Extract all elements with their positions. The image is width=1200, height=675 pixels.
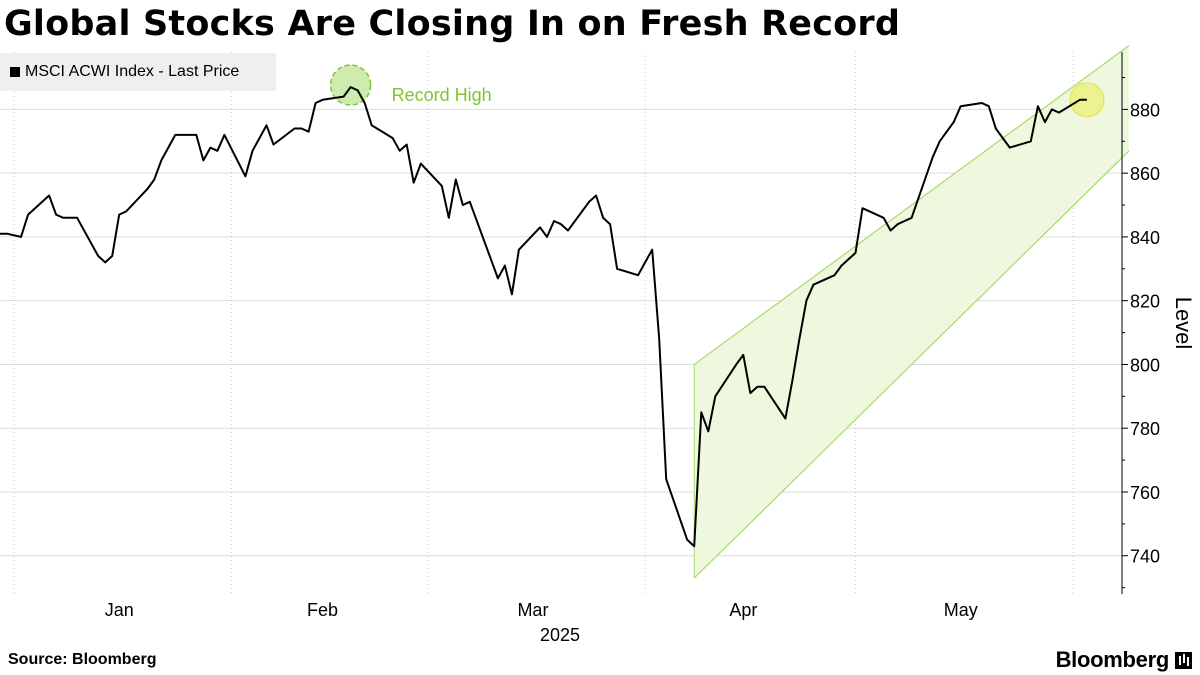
record-high-label: Record High	[392, 85, 492, 105]
legend-label: MSCI ACWI Index - Last Price	[25, 63, 240, 80]
y-tick-label: 880	[1130, 100, 1160, 120]
y-tick-label: 780	[1130, 419, 1160, 439]
price-line	[0, 86, 1087, 548]
brand-name: Bloomberg	[1055, 647, 1170, 672]
y-tick-label: 860	[1130, 164, 1160, 184]
y-tick-label: 800	[1130, 355, 1160, 375]
trend-channel-lower	[693, 150, 1130, 579]
source-note: Source: Bloomberg	[8, 651, 157, 668]
x-tick-label: May	[944, 600, 978, 620]
y-tick-label: 820	[1130, 292, 1160, 312]
latest-price-marker	[1069, 82, 1105, 118]
y-tick-label: 840	[1130, 228, 1160, 248]
trend-channel-upper	[693, 45, 1130, 365]
legend-swatch	[10, 67, 20, 77]
x-tick-label: Mar	[517, 600, 548, 620]
x-year-label: 2025	[540, 625, 580, 645]
y-tick-label: 760	[1130, 483, 1160, 503]
x-tick-label: Apr	[729, 600, 757, 620]
y-tick-label: 740	[1130, 547, 1160, 567]
record-high-marker	[329, 64, 372, 106]
trend-channel	[694, 45, 1130, 579]
x-tick-label: Feb	[307, 600, 338, 620]
brand-logo: Bloomberg	[1056, 647, 1192, 673]
chart-title: Global Stocks Are Closing In on Fresh Re…	[4, 4, 901, 44]
y-axis-label: Level	[1171, 297, 1196, 350]
x-tick-label: Jan	[105, 600, 134, 620]
bloomberg-terminal-icon	[1175, 651, 1192, 669]
legend: MSCI ACWI Index - Last Price	[0, 53, 276, 91]
